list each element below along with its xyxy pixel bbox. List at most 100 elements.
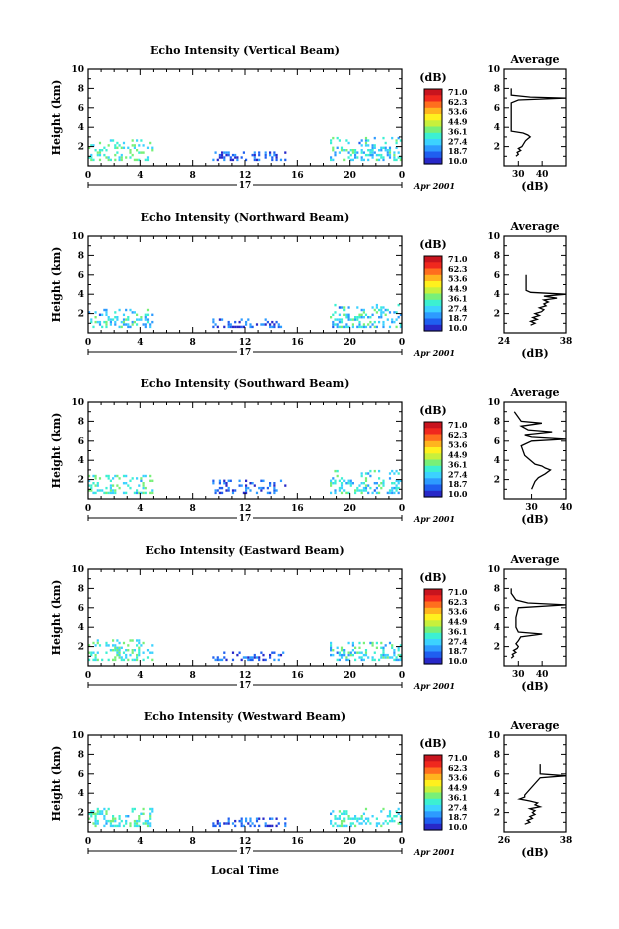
echo-cell bbox=[142, 484, 145, 487]
average-title: Average bbox=[509, 220, 559, 233]
echo-cell bbox=[364, 479, 368, 483]
echo-cell bbox=[120, 156, 123, 159]
average-y-tick-label: 6 bbox=[494, 770, 500, 780]
echo-cell bbox=[96, 641, 99, 645]
echo-cell bbox=[364, 141, 368, 145]
echo-cell bbox=[94, 819, 97, 823]
echo-cell bbox=[334, 482, 337, 485]
colorbar-tick-label: 36.1 bbox=[448, 792, 467, 802]
echo-cell bbox=[384, 313, 387, 317]
echo-cell bbox=[103, 153, 106, 157]
echo-cell bbox=[212, 824, 215, 828]
echo-cell bbox=[138, 151, 141, 154]
echo-cell bbox=[212, 320, 215, 324]
echo-cell bbox=[120, 646, 123, 650]
echo-cell bbox=[373, 308, 376, 312]
echo-cell bbox=[399, 644, 402, 647]
echo-cell bbox=[136, 323, 139, 326]
echo-cell bbox=[393, 482, 396, 485]
panel-title: Echo Intensity (Southward Beam) bbox=[141, 377, 350, 390]
echo-cell bbox=[364, 325, 368, 329]
echo-cell bbox=[388, 810, 392, 813]
echo-cell bbox=[282, 651, 285, 654]
echo-cells bbox=[88, 136, 402, 162]
day-label: 17 bbox=[239, 181, 252, 191]
echo-cell bbox=[90, 158, 93, 162]
echo-cell bbox=[251, 822, 254, 825]
echo-cell bbox=[229, 479, 232, 483]
echo-cell bbox=[375, 482, 378, 485]
average-y-tick-label: 8 bbox=[494, 84, 500, 94]
echo-cell bbox=[338, 658, 341, 662]
echo-cell bbox=[105, 819, 108, 823]
echo-cell bbox=[94, 477, 97, 480]
echo-cell bbox=[258, 817, 261, 820]
colorbar-tick-label: 18.7 bbox=[448, 812, 467, 822]
echo-cell bbox=[397, 649, 400, 652]
echo-cell bbox=[384, 653, 387, 657]
echo-cell bbox=[216, 658, 219, 662]
echo-cell bbox=[105, 812, 108, 816]
echo-cell bbox=[273, 153, 276, 157]
echo-cell bbox=[391, 469, 394, 473]
echo-cell bbox=[149, 817, 152, 820]
echo-cell bbox=[96, 153, 99, 157]
colorbar-swatch bbox=[424, 767, 442, 775]
colorbar-swatch bbox=[424, 107, 442, 115]
echo-cell bbox=[388, 819, 392, 823]
echo-cell bbox=[269, 153, 272, 157]
echo-cell bbox=[114, 819, 117, 823]
echo-cell bbox=[332, 313, 335, 317]
echo-cell bbox=[336, 651, 339, 654]
echo-cell bbox=[360, 817, 363, 820]
echo-cell bbox=[393, 153, 396, 157]
echo-cell bbox=[393, 486, 396, 490]
echo-cell bbox=[142, 151, 145, 154]
echo-cell bbox=[101, 810, 104, 813]
echo-cell bbox=[354, 489, 357, 492]
y-tick-label: 4 bbox=[78, 123, 84, 133]
echo-cell bbox=[332, 149, 335, 152]
average-profile-line bbox=[510, 588, 567, 659]
echo-cell bbox=[133, 158, 136, 162]
echo-cell bbox=[369, 316, 372, 319]
colorbar-swatch bbox=[424, 792, 442, 800]
echo-cell bbox=[356, 819, 359, 823]
date-label: Apr 2001 bbox=[413, 348, 455, 358]
echo-cell bbox=[271, 156, 274, 159]
echo-cell bbox=[375, 646, 378, 650]
echo-cell bbox=[364, 651, 368, 654]
echo-cell bbox=[114, 320, 117, 324]
echo-cell bbox=[218, 824, 221, 828]
echo-cell bbox=[105, 156, 108, 159]
echo-cell bbox=[101, 658, 104, 662]
echo-cell bbox=[125, 819, 128, 823]
echo-cell bbox=[351, 822, 354, 825]
echo-cell bbox=[362, 158, 365, 162]
colorbar-swatch bbox=[424, 312, 442, 320]
echo-cell bbox=[149, 807, 152, 811]
echo-cell bbox=[146, 656, 150, 659]
echo-cell bbox=[120, 656, 123, 659]
echo-cell bbox=[94, 824, 97, 828]
echo-cell bbox=[216, 325, 219, 329]
echo-cell bbox=[371, 644, 374, 647]
echo-cell bbox=[330, 644, 333, 647]
y-axis-label: Height (km) bbox=[50, 580, 63, 656]
day-label-bg bbox=[237, 680, 253, 690]
echo-cell bbox=[240, 817, 243, 820]
echo-cell bbox=[388, 656, 392, 659]
echo-cell bbox=[88, 489, 91, 492]
echo-cell bbox=[386, 653, 389, 657]
echo-cell bbox=[98, 151, 102, 154]
average-y-tick-label: 2 bbox=[494, 476, 500, 486]
colorbar-swatch bbox=[424, 465, 442, 473]
echo-cells bbox=[88, 469, 402, 495]
echo-cell bbox=[140, 139, 143, 142]
echo-cell bbox=[264, 323, 267, 326]
echo-cell bbox=[380, 824, 383, 828]
echo-cell bbox=[356, 151, 359, 154]
average-frame bbox=[503, 568, 567, 667]
echo-cell bbox=[362, 641, 365, 645]
average-x-tick-label: 40 bbox=[536, 670, 549, 680]
